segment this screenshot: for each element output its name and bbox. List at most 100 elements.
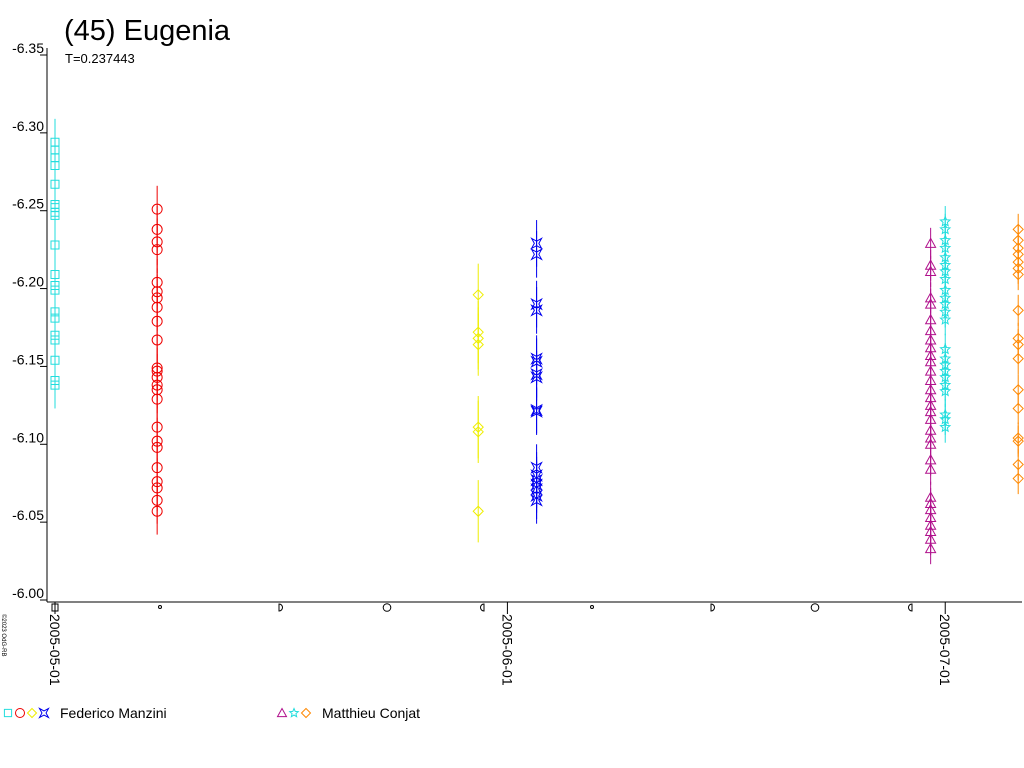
- data-point: [1012, 432, 1024, 444]
- y-tick-label: -6.35: [12, 40, 44, 56]
- series: [530, 220, 543, 524]
- y-tick-label: -6.25: [12, 196, 44, 212]
- series: [50, 118, 60, 409]
- data-point: [472, 421, 484, 433]
- data-point: [151, 203, 163, 215]
- data-point: [939, 272, 952, 285]
- data-point: [472, 505, 484, 517]
- data-point: [924, 349, 937, 361]
- data-point: [151, 244, 163, 256]
- data-point: [924, 424, 937, 435]
- data-point: [50, 285, 60, 295]
- legend-symbol: [14, 708, 26, 718]
- data-point: [939, 385, 952, 397]
- data-point: [1012, 262, 1024, 275]
- data-point: [151, 462, 163, 474]
- data-point: [924, 405, 937, 417]
- data-point: [151, 393, 163, 405]
- data-point: [472, 289, 484, 301]
- y-tick-label: -6.20: [12, 274, 44, 290]
- data-point: [151, 494, 163, 506]
- data-point: [151, 362, 163, 374]
- data-point: [1012, 223, 1024, 236]
- data-point: [1012, 402, 1024, 415]
- x-tick-label: 2005-07-01: [937, 614, 953, 686]
- moon-phase: [710, 603, 715, 612]
- data-point: [939, 342, 952, 355]
- credit: ©2023 OdG-RB: [0, 614, 7, 656]
- y-tick-label: -6.00: [12, 585, 44, 601]
- x-tick-label: 2005-06-01: [499, 614, 515, 686]
- data-point: [1012, 384, 1024, 396]
- data-point: [924, 313, 937, 325]
- data-point: [530, 494, 543, 507]
- data-point: [472, 338, 484, 351]
- data-point: [1012, 268, 1024, 281]
- data-point: [50, 270, 60, 280]
- data-point: [151, 379, 163, 391]
- data-point: [151, 505, 163, 517]
- data-point: [472, 426, 484, 438]
- moon-phase: [278, 603, 283, 612]
- data-point: [1012, 256, 1024, 268]
- y-tick-label: -6.30: [12, 118, 44, 134]
- data-point: [530, 461, 543, 474]
- data-point: [924, 503, 937, 515]
- data-point: [530, 304, 543, 317]
- data-point: [1012, 458, 1024, 471]
- moon-phase: [480, 603, 485, 612]
- data-point: [151, 365, 163, 377]
- series: [939, 206, 952, 443]
- y-tick-label: -6.05: [12, 507, 44, 523]
- legend-symbol: [276, 707, 288, 718]
- data-point: [939, 241, 952, 254]
- data-point: [924, 383, 937, 395]
- series: [1012, 213, 1024, 495]
- data-point: [151, 421, 163, 433]
- data-point: [939, 223, 952, 235]
- data-point: [50, 380, 60, 390]
- moon-phase: [908, 603, 913, 612]
- data-point: [1012, 332, 1024, 345]
- data-point: [151, 223, 163, 235]
- data-point: [151, 276, 163, 288]
- data-point: [1012, 472, 1024, 485]
- data-point: [151, 384, 163, 396]
- moon-phase: [382, 603, 392, 612]
- data-point: [1012, 352, 1024, 365]
- data-point: [1012, 248, 1024, 261]
- data-point: [924, 298, 937, 309]
- data-point: [530, 371, 543, 384]
- data-point: [924, 511, 937, 522]
- data-point: [50, 313, 60, 323]
- data-point: [924, 491, 937, 502]
- data-point: [924, 399, 937, 410]
- data-point: [530, 405, 543, 418]
- data-point: [151, 334, 163, 346]
- data-point: [151, 301, 163, 313]
- data-point: [924, 265, 937, 276]
- x-tick-label: 2005-05-01: [47, 614, 63, 686]
- data-point: [924, 519, 937, 530]
- moon-phase: [810, 603, 820, 612]
- legend-symbol: [26, 707, 38, 719]
- moon-phases: [51, 603, 913, 612]
- legend-symbol: [3, 708, 13, 718]
- series: [472, 263, 484, 543]
- data-point: [939, 313, 952, 325]
- data-point: [924, 291, 937, 303]
- data-point: [1012, 234, 1024, 247]
- data-point: [50, 161, 60, 171]
- data-point: [924, 237, 937, 248]
- data-point: [151, 435, 163, 447]
- data-point: [151, 441, 163, 453]
- data-point: [924, 525, 937, 536]
- series: [151, 185, 163, 535]
- moon-phase: [158, 605, 162, 609]
- data-point: [530, 489, 543, 502]
- legend-label: Federico Manzini: [60, 705, 167, 721]
- chart-subtitle: T=0.237443: [65, 51, 135, 66]
- data-point: [50, 179, 60, 189]
- data-point: [924, 413, 937, 424]
- data-point: [924, 542, 937, 554]
